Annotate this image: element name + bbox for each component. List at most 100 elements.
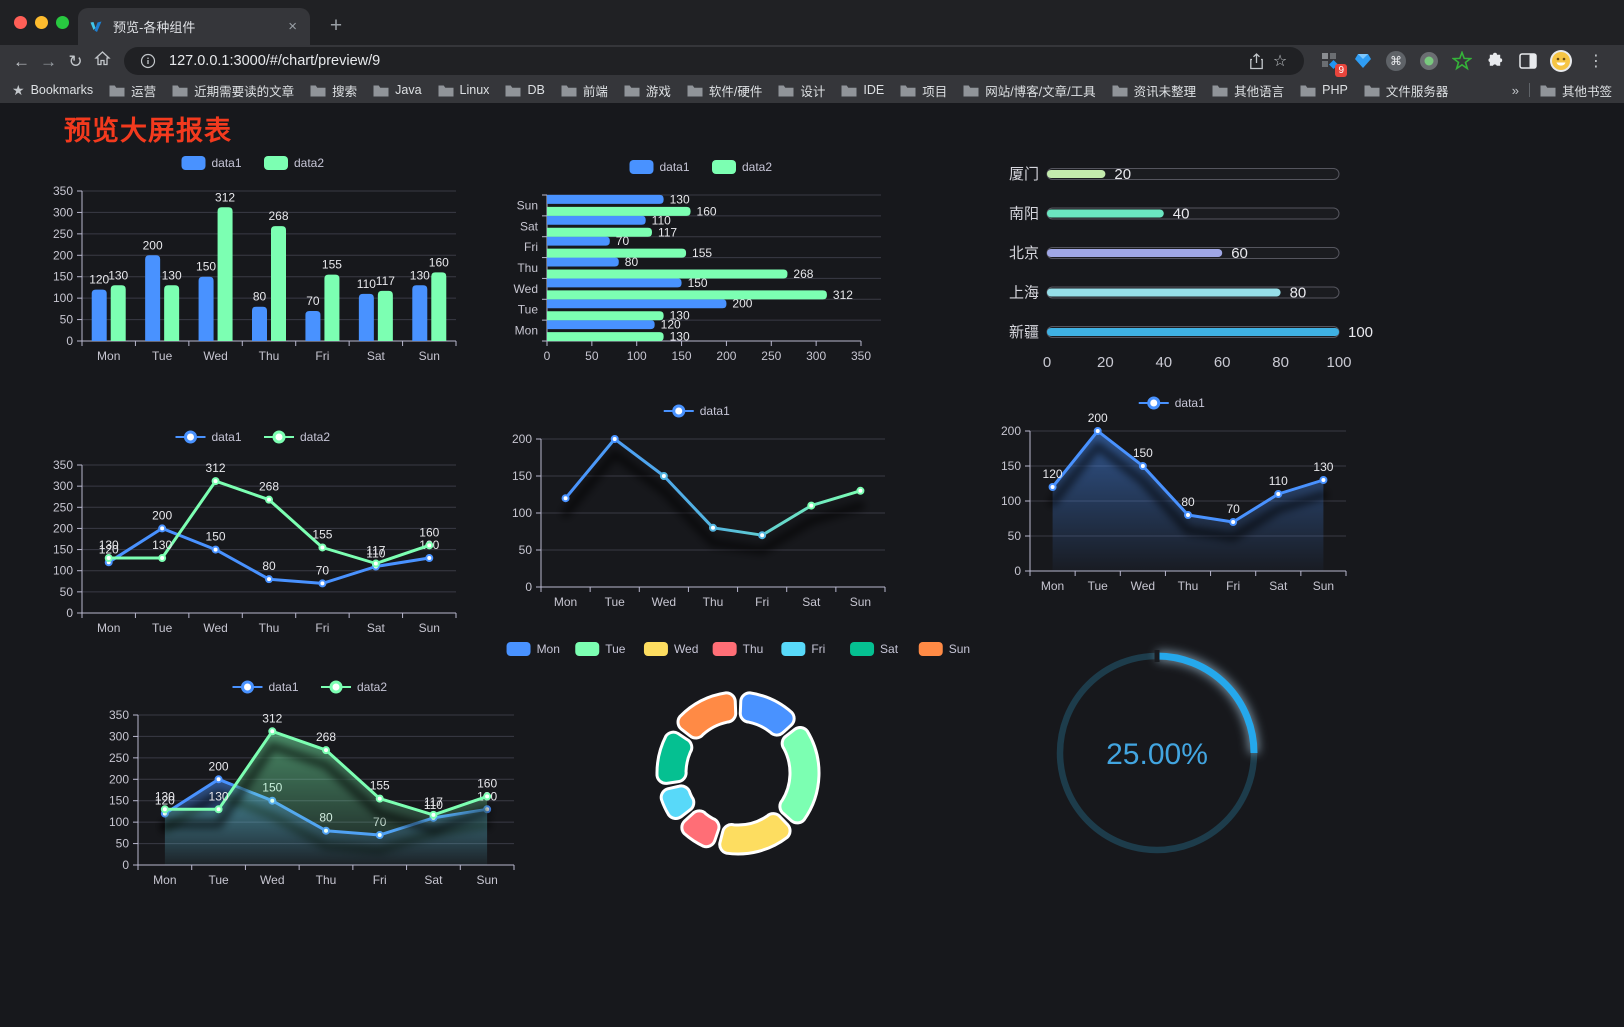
svg-text:Mon: Mon [515,324,538,338]
series-data1 [561,435,865,555]
back-button[interactable]: ← [13,51,30,71]
bookmark-folder[interactable]: 近期需要读的文章 [172,81,294,100]
week-donut-chart: Mon Tue Wed Thu Fri Sat Sun [506,633,970,895]
home-button[interactable] [89,48,116,75]
other-bookmarks[interactable]: 其他书签 [1540,81,1612,100]
address-bar[interactable]: 127.0.0.1:3000/#/chart/preview/9 ☆ [124,47,1304,75]
pie-slice-Thu[interactable] [680,809,721,849]
window-zoom-button[interactable] [56,16,69,29]
share-icon[interactable] [1244,49,1268,73]
bookmark-folder[interactable]: 其他语言 [1212,81,1284,100]
window-minimize-button[interactable] [35,16,48,29]
window-close-button[interactable] [14,16,27,29]
browser-menu-icon[interactable]: ⋮ [1588,53,1604,70]
svg-text:Fri: Fri [811,642,825,656]
pie-slice-Sun[interactable] [676,691,738,740]
forward-button[interactable]: → [40,51,57,71]
legend-item-Sun[interactable]: Sun [918,642,970,656]
pie-slice-Sat[interactable] [655,730,694,785]
bookmark-folder[interactable]: 文件服务器 [1364,81,1448,100]
bookmark-folder[interactable]: 设计 [778,81,825,100]
svg-text:130: 130 [670,192,690,206]
svg-text:120: 120 [661,318,681,332]
series-data1: 120 200 150 80 70 110 130 [1043,411,1334,571]
bookmarks-label[interactable]: Bookmarks [30,83,94,97]
extension-gem-icon[interactable] [1351,49,1375,73]
side-panel-icon[interactable] [1516,49,1540,73]
bookmarks-overflow-chevron[interactable]: » [1511,82,1519,98]
bookmark-folder[interactable]: 软件/硬件 [687,81,762,100]
svg-text:Tue: Tue [208,873,229,887]
pie-slice-Wed[interactable] [718,812,792,856]
svg-text:Sun: Sun [1313,579,1334,593]
extension-command-icon[interactable]: ⌘ [1384,49,1408,73]
bookmark-folder[interactable]: 搜索 [310,81,357,100]
page-title: 预览大屏报表 [64,116,232,146]
svg-text:130: 130 [152,538,172,552]
legend-item-data1[interactable]: data1 [175,430,242,444]
bookmark-folder[interactable]: 网站/博客/文章/工具 [963,81,1096,100]
svg-text:南阳: 南阳 [1009,206,1039,223]
legend-item-data2[interactable]: data2 [264,156,324,170]
bookmark-star-icon[interactable]: ☆ [1272,53,1288,70]
folder-icon [561,85,577,96]
legend-item-data2[interactable]: data2 [264,430,330,444]
legend-item-data1[interactable]: data1 [181,156,242,170]
svg-text:312: 312 [833,288,853,302]
pie-slice-Fri[interactable] [659,784,696,820]
bookmark-folder[interactable]: IDE [841,83,884,97]
progress-row-厦门: 厦门 20 [1009,166,1340,183]
svg-text:20: 20 [1097,354,1114,371]
extensions-puzzle-icon[interactable] [1483,49,1507,73]
svg-text:155: 155 [692,246,712,260]
bookmark-folder[interactable]: PHP [1300,83,1348,97]
legend-item-Wed[interactable]: Wed [643,642,698,656]
legend-item-data1[interactable]: data1 [232,680,299,694]
legend-item-Sat[interactable]: Sat [850,642,899,656]
svg-text:Mon: Mon [554,595,577,609]
legend-item-Mon[interactable]: Mon [506,642,560,656]
svg-text:120: 120 [89,273,109,287]
svg-text:150: 150 [1001,459,1021,473]
svg-text:80: 80 [1181,495,1195,509]
legend-item-data1[interactable]: data1 [629,160,690,174]
legend-item-data1[interactable]: data1 [663,404,730,418]
svg-text:40: 40 [1173,206,1190,223]
bookmark-folder[interactable]: 运营 [109,81,156,100]
bookmarks-star-icon[interactable]: ★ [12,81,25,98]
pie-slice-Tue[interactable] [778,726,821,825]
reload-button[interactable]: ↻ [68,51,83,71]
svg-text:100: 100 [1001,494,1021,508]
legend-item-data2[interactable]: data2 [712,160,772,174]
browser-tab[interactable]: 预览-各种组件 × [78,8,310,45]
extension-recorder-icon[interactable] [1417,49,1441,73]
bookmark-folder[interactable]: 项目 [900,81,947,100]
site-info-icon[interactable] [136,49,160,73]
legend-item-Fri[interactable]: Fri [781,642,825,656]
tab-close-icon[interactable]: × [288,18,297,35]
bookmark-folder[interactable]: 游戏 [624,81,671,100]
new-tab-button[interactable]: + [329,14,343,37]
extension-grid-icon[interactable]: 9 [1318,49,1347,77]
svg-text:Wed: Wed [260,873,284,887]
svg-text:160: 160 [477,776,497,790]
legend-item-Thu[interactable]: Thu [712,642,764,656]
bookmark-folder[interactable]: Java [373,83,422,97]
svg-text:Tue: Tue [605,595,626,609]
profile-avatar[interactable] [1549,49,1573,73]
svg-text:300: 300 [109,729,129,743]
legend-item-data2[interactable]: data2 [321,680,387,694]
svg-text:Sat: Sat [1269,579,1288,593]
pie-slice-Mon[interactable] [738,691,796,737]
legend-item-data1[interactable]: data1 [1138,396,1205,410]
bookmark-folder[interactable]: 资讯未整理 [1112,81,1196,100]
extension-star-icon[interactable] [1450,49,1474,73]
svg-text:117: 117 [376,274,395,288]
bookmark-folder[interactable]: DB [505,83,545,97]
legend-item-Tue[interactable]: Tue [575,642,626,656]
progress-row-新疆: 新疆 100 [1009,324,1373,341]
bookmark-folder[interactable]: 前端 [561,81,608,100]
svg-text:Tue: Tue [152,349,173,363]
bookmark-folder[interactable]: Linux [438,83,489,97]
folder-icon [841,85,857,96]
